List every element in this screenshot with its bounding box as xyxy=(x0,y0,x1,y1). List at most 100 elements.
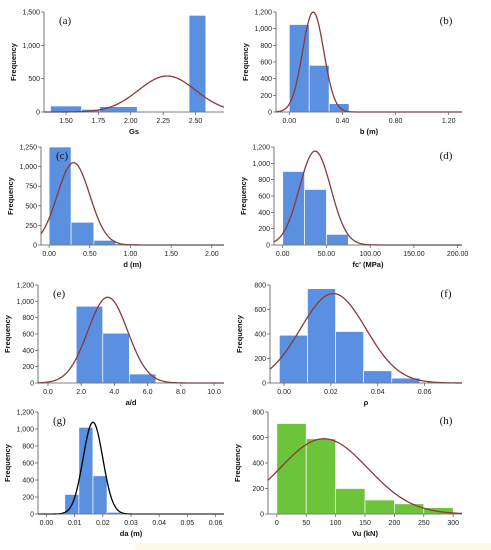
y-tick-label: 800 xyxy=(22,444,34,451)
x-tick-label: 0.04 xyxy=(371,389,385,396)
panel-label: (b) xyxy=(440,15,453,27)
x-tick-label: 0.06 xyxy=(209,520,223,527)
x-tick-label: 8.0 xyxy=(176,389,186,396)
bar xyxy=(326,234,349,246)
panel-5: 0.0 2.0 4.0 6.0 8.0 10.0 0 200 400 600 800 1,000 1,2… xyxy=(3,283,224,407)
y-tick-label: 400 xyxy=(22,348,34,355)
bar xyxy=(99,106,138,113)
panel-label: (g) xyxy=(53,415,66,427)
y-tick-label: 600 xyxy=(254,307,266,314)
y-tick-label: 0 xyxy=(30,381,34,388)
bottom-strip xyxy=(135,543,491,550)
y-tick-label: 200 xyxy=(252,486,264,493)
y-tick-label: 1,000 xyxy=(16,299,34,306)
y-tick-label: 400 xyxy=(260,76,272,83)
y-tick-label: 1,000 xyxy=(16,427,34,434)
y-tick-label: 200 xyxy=(260,93,272,100)
y-tick-label: 1,000 xyxy=(19,164,37,171)
panel-label: (d) xyxy=(440,150,453,162)
y-tick-label: 600 xyxy=(22,461,34,468)
x-tick-label: 2.25 xyxy=(156,118,170,125)
x-axis-label: fc' (MPa) xyxy=(353,260,384,269)
x-axis-label: d (m) xyxy=(123,260,142,269)
y-tick-label: 400 xyxy=(252,461,264,468)
y-tick-label: 600 xyxy=(258,194,270,201)
y-tick-label: 400 xyxy=(258,210,270,217)
x-tick-label: 2.00 xyxy=(124,118,138,125)
bar xyxy=(304,189,327,246)
bar xyxy=(394,503,425,515)
y-tick-label: 1,000 xyxy=(22,43,40,50)
x-tick-label: 100.00 xyxy=(359,251,381,258)
y-tick-label: 0 xyxy=(36,110,40,117)
panel-6: 0.00 0.02 0.04 0.06 0 200 400 600 800 ρ Frequency (… xyxy=(235,283,463,407)
y-tick-label: 1,200 xyxy=(252,145,270,152)
bar xyxy=(102,332,130,384)
x-axis-label: b (m) xyxy=(360,127,379,136)
panel-label: (c) xyxy=(56,150,69,162)
x-tick-label: 2.50 xyxy=(189,118,203,125)
panel-4: 0.00 50.00 100.00 150.00 200.00 0 200 400 600 800… xyxy=(239,145,468,270)
panel-label: (e) xyxy=(53,288,66,300)
x-tick-label: 0.80 xyxy=(389,118,403,125)
y-tick-label: 800 xyxy=(252,410,264,417)
panel-7: 0.00 0.01 0.02 0.03 0.04 0.05 0.06 0 200 400 600 80… xyxy=(3,410,224,538)
x-tick-label: 200 xyxy=(389,520,401,527)
x-tick-label: 0.0 xyxy=(43,389,53,396)
y-axis-label: Frequency xyxy=(235,314,244,353)
y-tick-label: 500 xyxy=(25,203,37,210)
x-tick-label: 0.50 xyxy=(83,251,97,258)
y-tick-label: 0 xyxy=(266,243,270,250)
bar xyxy=(92,475,108,515)
x-tick-label: 0.05 xyxy=(181,520,195,527)
y-tick-label: 600 xyxy=(22,332,34,339)
x-tick-label: 2.0 xyxy=(76,389,86,396)
y-tick-label: 800 xyxy=(258,177,270,184)
x-tick-label: 0.03 xyxy=(124,520,138,527)
y-tick-label: 0 xyxy=(260,512,264,519)
y-tick-label: 0 xyxy=(33,243,37,250)
panel-8: 0 50 100 150 200 250 300 0 200 400 600 800 Vu (kN) Fr… xyxy=(233,410,463,538)
y-axis-label: Frequency xyxy=(241,42,250,81)
x-tick-label: 200.00 xyxy=(447,251,469,258)
y-tick-label: 1,200 xyxy=(16,410,34,417)
panel-label: (h) xyxy=(440,415,453,427)
x-tick-label: 150 xyxy=(359,520,371,527)
y-tick-label: 800 xyxy=(260,43,272,50)
bar xyxy=(364,499,395,515)
x-tick-label: 100 xyxy=(330,520,342,527)
y-tick-label: 200 xyxy=(258,226,270,233)
x-tick-label: 0.00 xyxy=(42,251,56,258)
y-axis-label: Frequency xyxy=(3,443,12,482)
bar xyxy=(50,105,82,113)
x-axis-label: a/d xyxy=(126,398,137,407)
x-tick-label: 0 xyxy=(275,520,279,527)
x-tick-label: 1.20 xyxy=(442,118,456,125)
y-axis-label: Frequency xyxy=(233,443,242,482)
x-tick-label: 0.40 xyxy=(336,118,350,125)
bar xyxy=(307,288,336,384)
y-tick-label: 600 xyxy=(252,435,264,442)
y-tick-label: 1,000 xyxy=(252,161,270,168)
y-tick-label: 750 xyxy=(25,184,37,191)
y-axis-label: Frequency xyxy=(3,314,12,353)
y-tick-label: 800 xyxy=(22,315,34,322)
bar xyxy=(279,334,308,384)
y-tick-label: 200 xyxy=(22,495,34,502)
y-tick-label: 500 xyxy=(28,76,40,83)
x-axis-label: ρ xyxy=(364,398,369,407)
panel-label: (a) xyxy=(59,15,72,27)
y-axis-label: Frequency xyxy=(239,176,248,215)
y-tick-label: 1,200 xyxy=(16,283,34,290)
bar xyxy=(335,331,365,384)
x-tick-label: 0.00 xyxy=(276,251,290,258)
x-tick-label: 0.04 xyxy=(152,520,166,527)
x-tick-label: 1.00 xyxy=(124,251,138,258)
bar xyxy=(75,305,104,384)
x-tick-label: 10.0 xyxy=(207,389,221,396)
bar xyxy=(276,423,307,515)
bar xyxy=(335,488,366,515)
bar xyxy=(188,14,207,113)
panel-1: 1.50 1.75 2.00 2.25 2.50 0 500 1,000 1,500 Gs Freq… xyxy=(9,10,225,136)
x-tick-label: 50.00 xyxy=(318,251,336,258)
